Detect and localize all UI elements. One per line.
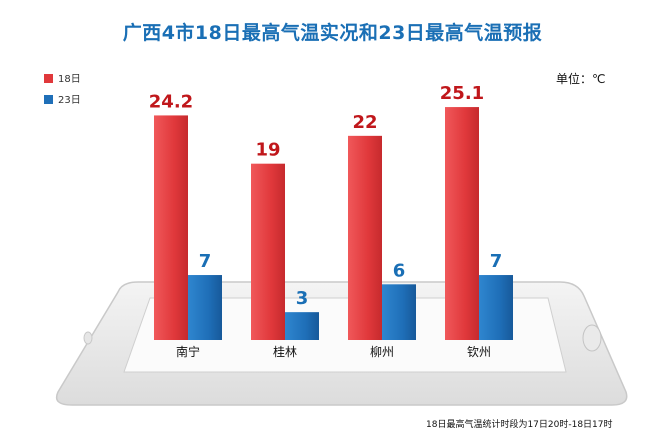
bar-23-2	[285, 312, 319, 340]
category-label-2: 桂林	[273, 344, 297, 359]
phone-illustration	[55, 281, 628, 406]
legend-swatch-18	[44, 74, 53, 83]
bar-23-3	[382, 284, 416, 340]
category-label-1: 南宁	[176, 344, 200, 359]
legend-label-18: 18日	[58, 74, 81, 85]
legend: 18日 23日	[44, 74, 81, 106]
data-label-18-4: 25.1	[440, 83, 484, 104]
category-labels: 南宁 桂林 柳州 钦州	[176, 344, 491, 359]
footnote: 18日最高气温统计时段为17日20时-18日17时	[426, 420, 613, 430]
bar-18-1	[154, 115, 188, 340]
bar-18-3	[348, 135, 382, 340]
unit-label: 单位：℃	[556, 72, 606, 86]
data-label-18-1: 24.2	[149, 91, 193, 112]
bar-18-2	[251, 163, 285, 340]
data-label-18-3: 22	[352, 112, 377, 133]
data-label-23-1: 7	[199, 251, 212, 272]
category-label-3: 柳州	[370, 345, 394, 359]
data-labels: 24.2 7 19 3 22 6 25.1 7	[149, 83, 502, 309]
data-label-23-3: 6	[393, 260, 406, 281]
bar-23-4	[479, 275, 513, 340]
data-label-18-2: 19	[255, 140, 280, 161]
bar-23-1	[188, 275, 222, 340]
data-label-23-2: 3	[296, 288, 309, 309]
legend-label-23: 23日	[58, 95, 81, 106]
chart-title: 广西4市18日最高气温实况和23日最高气温预报	[122, 22, 543, 44]
category-label-4: 钦州	[467, 345, 491, 359]
legend-swatch-23	[44, 95, 53, 104]
bars	[154, 107, 513, 341]
bar-18-4	[445, 107, 479, 341]
data-label-23-4: 7	[490, 251, 503, 272]
